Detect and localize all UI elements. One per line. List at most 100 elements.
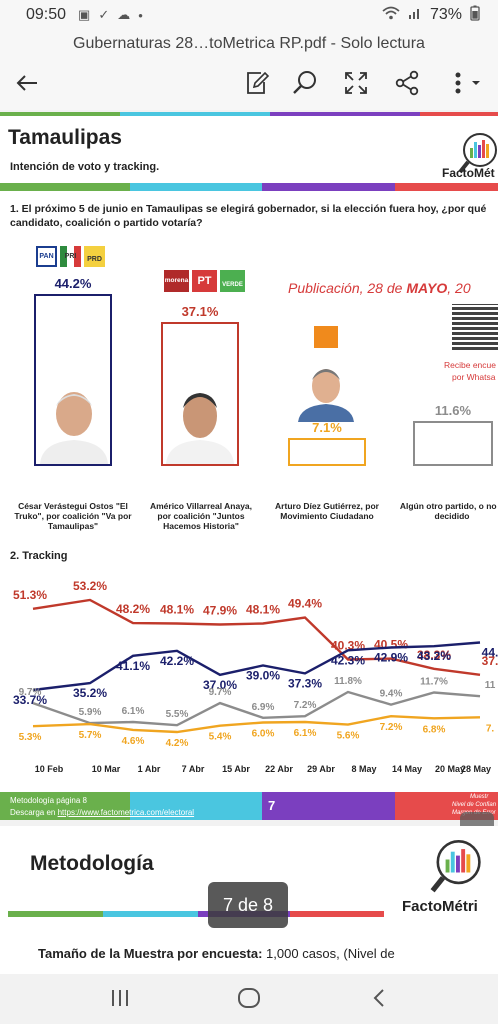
tracking-point-label: 39.0% bbox=[246, 669, 280, 683]
tracking-point-label: 6.8% bbox=[423, 724, 446, 735]
tracking-point-label: 7.2% bbox=[380, 722, 403, 733]
juntos-hacemos-historia-logos: morena PT VERDE bbox=[164, 270, 245, 292]
tracking-title: 2. Tracking bbox=[10, 550, 68, 562]
tracking-x-label: 22 Abr bbox=[265, 764, 293, 774]
prd-logo: PRD bbox=[84, 246, 105, 267]
candidate-label-other: Algún otro partido, o no h decidido bbox=[399, 501, 498, 521]
tracking-point-label: 9.4% bbox=[380, 689, 403, 700]
tracking-x-label: 10 Mar bbox=[92, 764, 121, 774]
gallery-icon: ▣ bbox=[78, 7, 91, 22]
footer-methodology: Metodología página 8 bbox=[10, 796, 87, 805]
morena-logo: morena bbox=[164, 270, 189, 292]
candidate-label-diez: Arturo Díez Gutiérrez, por Movimiento Ci… bbox=[275, 501, 379, 521]
tracking-x-label: 14 May bbox=[392, 764, 422, 774]
tracking-point-label: 48.1% bbox=[160, 603, 194, 617]
share-icon[interactable] bbox=[392, 68, 422, 98]
status-bar: 09:50 ▣ ✓ ☁ • 73% bbox=[0, 0, 498, 30]
bar-diez bbox=[288, 438, 366, 466]
tracking-point-label: 35.2% bbox=[73, 686, 107, 700]
tracking-point-label: 11.7% bbox=[420, 677, 448, 688]
tracking-point-label: 6.9% bbox=[252, 702, 275, 713]
bar-villarreal bbox=[161, 322, 239, 466]
tracking-series-villarreal bbox=[32, 598, 481, 676]
bar-value-label: 7.1% bbox=[312, 420, 342, 435]
movimiento-ciudadano-logo bbox=[314, 326, 338, 348]
system-nav-bar bbox=[0, 974, 498, 1024]
brand-name: FactoMét bbox=[442, 166, 495, 180]
cloud-icon: ☁ bbox=[117, 7, 131, 22]
tracking-point-label: 9.7% bbox=[19, 687, 42, 698]
tracking-point-label: 37.3% bbox=[288, 676, 322, 690]
bar-verastegui bbox=[34, 294, 112, 466]
pan-logo: PAN bbox=[36, 246, 57, 267]
footer-link[interactable]: https://www.factometrica.com/electoral bbox=[57, 808, 195, 817]
methodology-title: Metodología bbox=[30, 852, 154, 875]
bar-value-label: 37.1% bbox=[181, 304, 219, 319]
tracking-point-label: 5.9% bbox=[79, 707, 102, 718]
tracking-point-label: 11 bbox=[485, 680, 496, 691]
qr-code[interactable] bbox=[452, 304, 498, 350]
tracking-point-label: 42.9% bbox=[374, 651, 408, 665]
tracking-x-label: 29 Abr bbox=[307, 764, 335, 774]
recent-apps-icon[interactable] bbox=[108, 986, 132, 1015]
tracking-point-label: 44. bbox=[482, 646, 498, 660]
bar-other bbox=[413, 421, 493, 466]
tracking-point-label: 9.7% bbox=[209, 687, 232, 698]
clock: 09:50 bbox=[26, 6, 67, 23]
bar-value-label: 44.2% bbox=[54, 276, 92, 291]
tracking-point-label: 47.9% bbox=[203, 604, 237, 618]
tracking-series-diez bbox=[32, 714, 481, 734]
back-arrow-icon[interactable] bbox=[12, 68, 42, 98]
candidate-label-verastegui: César Verástegui Ostos "El Truko", por c… bbox=[14, 501, 132, 531]
section-subtitle: Intención de voto y tracking. bbox=[10, 161, 160, 173]
edit-icon[interactable] bbox=[242, 68, 272, 98]
publication-date: Publicación, 28 de MAYO, 20 bbox=[288, 280, 471, 296]
tracking-point-label: 43.2% bbox=[417, 649, 451, 663]
footer-sample: Muestr bbox=[470, 794, 489, 800]
tracking-point-label: 5.6% bbox=[337, 731, 360, 742]
check-icon: ✓ bbox=[98, 7, 110, 22]
tracking-x-label: 8 May bbox=[351, 764, 376, 774]
factometrica-logo-icon bbox=[458, 132, 498, 179]
tracking-point-label: 41.1% bbox=[116, 659, 150, 673]
candidate-photo-diez bbox=[292, 360, 360, 422]
pdf-toolbar bbox=[0, 58, 498, 110]
tracking-point-label: 6.1% bbox=[294, 728, 317, 739]
qr-caption-1: Recibe encue bbox=[444, 360, 496, 370]
tracking-point-label: 48.2% bbox=[116, 602, 150, 616]
back-nav-icon[interactable] bbox=[368, 986, 392, 1015]
candidate-photo-verastegui bbox=[38, 382, 110, 464]
footer-download: Descarga en https://www.factometrica.com… bbox=[10, 808, 195, 817]
tracking-point-label: 51.3% bbox=[13, 588, 47, 602]
fullscreen-icon[interactable] bbox=[341, 68, 371, 98]
more-options-icon[interactable] bbox=[448, 68, 480, 98]
tracking-point-label: 5.5% bbox=[166, 709, 189, 720]
wifi-icon bbox=[382, 6, 400, 25]
page-number: 7 bbox=[268, 798, 276, 813]
tracking-point-label: 49.4% bbox=[288, 597, 322, 611]
va-por-tamaulipas-logos: PAN PRI PRD bbox=[36, 246, 105, 267]
battery-icon bbox=[470, 5, 480, 26]
tracking-point-label: 37.0% bbox=[203, 678, 237, 692]
tracking-x-label: 7 Abr bbox=[182, 764, 205, 774]
brand-name: FactoMétri bbox=[402, 898, 478, 915]
tracking-point-label: 42.3% bbox=[331, 653, 365, 667]
pdf-page-7[interactable]: Tamaulipas Intención de voto y tracking.… bbox=[0, 112, 498, 820]
search-icon[interactable] bbox=[290, 68, 320, 98]
home-icon[interactable] bbox=[236, 985, 262, 1016]
tracking-point-label: 6.1% bbox=[122, 706, 145, 717]
signal-icon bbox=[408, 6, 422, 25]
tracking-point-label: 5.4% bbox=[209, 732, 232, 743]
dot-icon: • bbox=[138, 7, 143, 23]
candidate-photo-villarreal bbox=[164, 382, 236, 464]
tracking-point-label: 5.7% bbox=[79, 730, 102, 741]
candidate-label-villarreal: Américo Villarreal Anaya, por coalición … bbox=[149, 501, 253, 531]
tracking-chart: 51.3%53.2%48.2% 48.1% 47.9% 48.1% 49.4%40.3%… bbox=[13, 579, 498, 774]
bar-value-label: 11.6% bbox=[434, 403, 472, 418]
tracking-point-label: 33.7% bbox=[13, 693, 47, 707]
sample-size-text: Tamaño de la Muestra por encuesta: 1,000… bbox=[38, 946, 395, 961]
tracking-point-label: 40.5% bbox=[374, 638, 408, 652]
tracking-point-label: 53.2% bbox=[73, 579, 107, 593]
pri-logo: PRI bbox=[60, 246, 81, 267]
factometrica-logo-icon bbox=[430, 838, 482, 899]
